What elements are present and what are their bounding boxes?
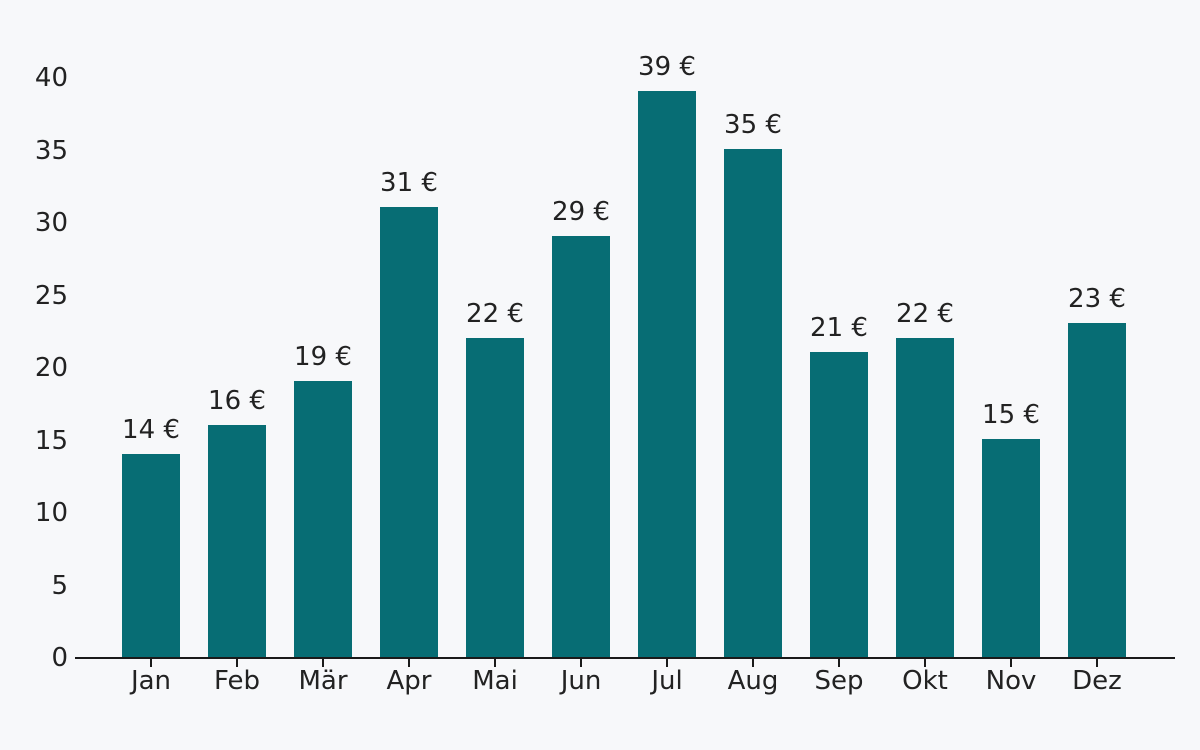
x-tick-apr — [408, 659, 410, 667]
bar-feb — [208, 425, 266, 657]
x-tick-nov — [1010, 659, 1012, 667]
x-axis-line — [75, 657, 1175, 659]
x-tick-label-maer: Mär — [298, 666, 348, 696]
bar-nov — [982, 439, 1040, 657]
x-tick-label-jul: Jul — [651, 666, 683, 696]
bar-jun — [552, 236, 610, 657]
x-tick-okt — [924, 659, 926, 667]
x-tick-label-aug: Aug — [727, 666, 779, 696]
value-label-aug: 35 € — [724, 110, 782, 140]
y-tick-label-20: 20 — [34, 353, 68, 383]
value-label-jun: 29 € — [552, 197, 610, 227]
bar-sep — [810, 352, 868, 657]
x-tick-sep — [838, 659, 840, 667]
y-tick-label-15: 15 — [34, 426, 68, 456]
value-label-dez: 23 € — [1068, 284, 1126, 314]
y-tick-label-40: 40 — [34, 63, 68, 93]
x-tick-aug — [752, 659, 754, 667]
y-tick-label-0: 0 — [51, 643, 68, 673]
x-tick-dez — [1096, 659, 1098, 667]
value-label-nov: 15 € — [982, 400, 1040, 430]
bar-dez — [1068, 323, 1126, 657]
bar-okt — [896, 338, 954, 657]
value-label-mai: 22 € — [466, 299, 524, 329]
value-label-maer: 19 € — [294, 342, 352, 372]
x-tick-maer — [322, 659, 324, 667]
x-tick-label-jan: Jan — [130, 666, 172, 696]
value-label-jul: 39 € — [638, 52, 696, 82]
x-tick-label-nov: Nov — [985, 666, 1037, 696]
y-tick-label-25: 25 — [34, 281, 68, 311]
y-tick-label-10: 10 — [34, 498, 68, 528]
value-label-okt: 22 € — [896, 299, 954, 329]
x-tick-jan — [150, 659, 152, 667]
bar-jan — [122, 454, 180, 657]
value-label-sep: 21 € — [810, 313, 868, 343]
x-tick-label-okt: Okt — [902, 666, 948, 696]
bar-maer — [294, 381, 352, 657]
y-tick-label-5: 5 — [51, 571, 68, 601]
x-tick-label-mai: Mai — [472, 666, 518, 696]
bar-apr — [380, 207, 438, 657]
x-tick-feb — [236, 659, 238, 667]
bar-aug — [724, 149, 782, 657]
x-tick-label-dez: Dez — [1072, 666, 1122, 696]
value-label-feb: 16 € — [208, 386, 266, 416]
x-tick-label-feb: Feb — [213, 666, 261, 696]
bar-jul — [638, 91, 696, 657]
bar-mai — [466, 338, 524, 657]
x-tick-label-apr: Apr — [386, 666, 432, 696]
x-tick-label-sep: Sep — [814, 666, 864, 696]
x-tick-mai — [494, 659, 496, 667]
y-tick-label-35: 35 — [34, 136, 68, 166]
value-label-jan: 14 € — [122, 415, 180, 445]
x-tick-label-jun: Jun — [560, 666, 602, 696]
value-label-apr: 31 € — [380, 168, 438, 198]
x-tick-jul — [666, 659, 668, 667]
x-tick-jun — [580, 659, 582, 667]
y-tick-label-30: 30 — [34, 208, 68, 238]
